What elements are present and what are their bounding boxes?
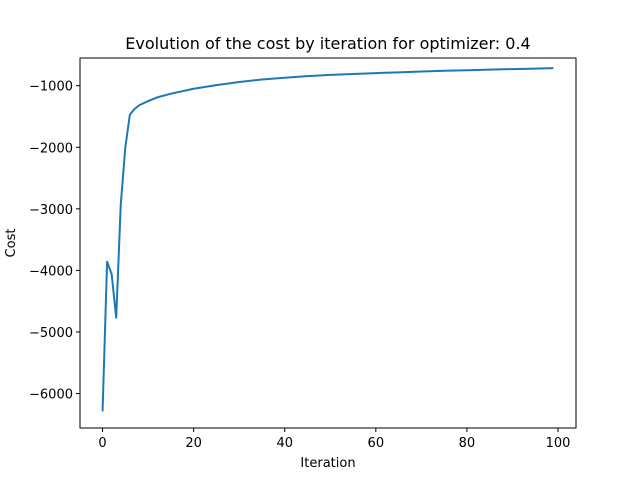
y-tick-label: −5000 [29, 326, 73, 341]
plot-frame [79, 57, 577, 429]
chart-title: Evolution of the cost by iteration for o… [125, 34, 530, 53]
x-axis-label: Iteration [300, 456, 355, 471]
x-tick-label: 100 [546, 436, 571, 451]
y-tick-label: −2000 [29, 141, 73, 156]
x-tick-label: 60 [368, 436, 385, 451]
x-tick-label: 80 [459, 436, 476, 451]
y-axis-label: Cost [4, 229, 19, 258]
x-tick-label: 20 [185, 436, 202, 451]
plot-area [101, 67, 554, 412]
x-axis: 0 20 40 60 80 100 [98, 428, 570, 451]
y-tick-label: −4000 [29, 264, 73, 279]
y-axis: −6000 −5000 −4000 −3000 −2000 −1000 [29, 80, 80, 403]
y-tick-label: −3000 [29, 203, 73, 218]
y-tick-label: −6000 [29, 388, 73, 403]
y-tick-label: −1000 [29, 80, 73, 95]
x-tick-label: 40 [276, 436, 293, 451]
x-tick-label: 0 [98, 436, 106, 451]
series-line-0 [101, 67, 554, 412]
